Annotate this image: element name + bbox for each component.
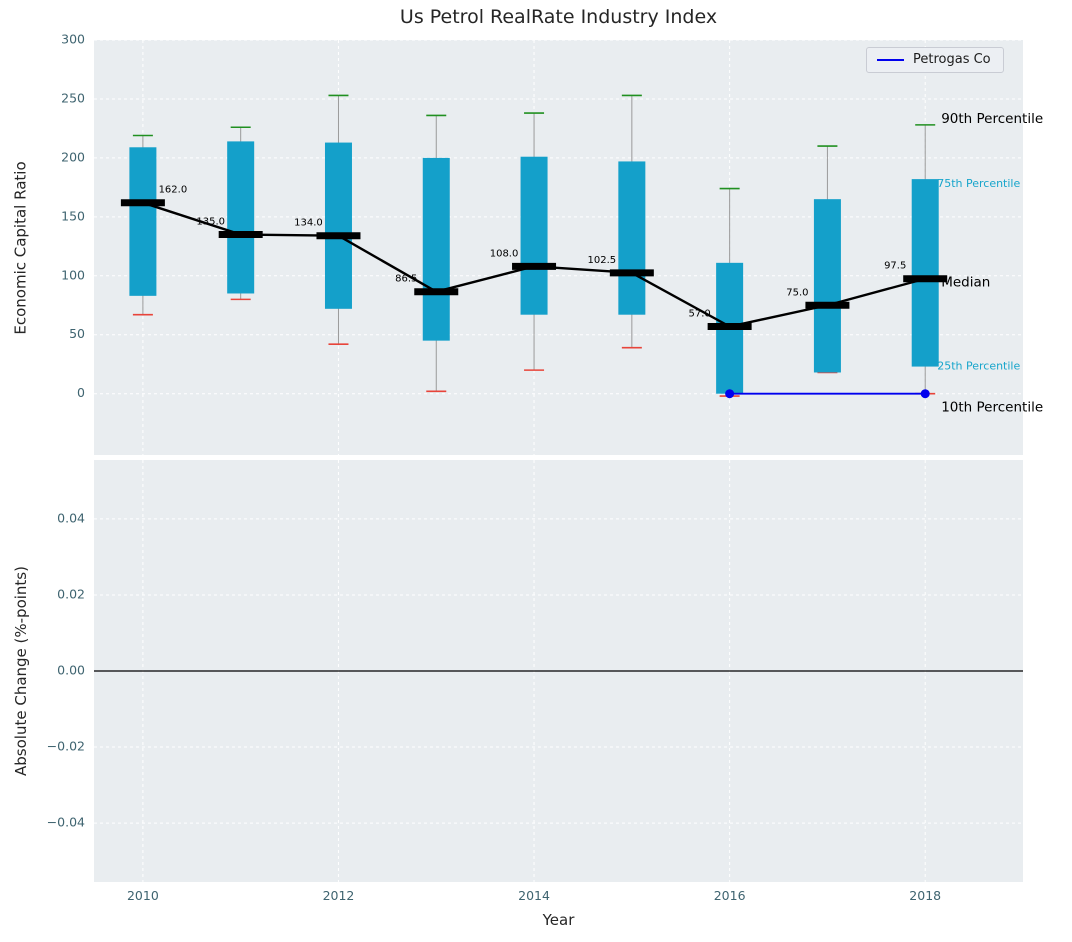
percentile-bar xyxy=(520,156,548,315)
annotation-25th-percentile: 25th Percentile xyxy=(937,360,1020,373)
median-value-label: 57.0 xyxy=(688,308,710,319)
percentile-bar xyxy=(129,147,157,296)
x-axis-label: Year xyxy=(542,911,575,929)
legend-label: Petrogas Co xyxy=(913,52,991,67)
percentile-bar xyxy=(422,157,450,341)
chart-title: Us Petrol RealRate Industry Index xyxy=(399,6,718,28)
percentile-bar xyxy=(911,179,939,367)
annotation-10th-percentile: 10th Percentile xyxy=(941,400,1043,416)
y-tick-label-top: 50 xyxy=(69,326,85,341)
median-value-label: 162.0 xyxy=(159,185,188,196)
median-value-label: 102.5 xyxy=(588,255,617,266)
percentile-bar xyxy=(324,142,352,309)
y-tick-label-top: 150 xyxy=(61,208,85,223)
x-tick-label: 2018 xyxy=(909,888,941,903)
median-value-label: 75.0 xyxy=(786,287,808,298)
y-tick-label-bottom: 0.02 xyxy=(57,586,85,601)
median-value-label: 135.0 xyxy=(196,217,225,228)
x-tick-label: 2012 xyxy=(323,888,355,903)
y-tick-label-top: 100 xyxy=(61,267,85,282)
y-tick-label-bottom: −0.02 xyxy=(47,739,85,754)
y-tick-label-bottom: 0.00 xyxy=(57,663,85,678)
overlay-marker xyxy=(725,389,735,399)
annotation-median: Median xyxy=(941,275,990,291)
median-value-label: 86.5 xyxy=(395,274,417,285)
y-tick-label-bottom: 0.04 xyxy=(57,510,85,525)
x-tick-label: 2014 xyxy=(518,888,550,903)
median-value-label: 134.0 xyxy=(294,218,323,229)
x-tick-label: 2016 xyxy=(714,888,746,903)
percentile-bar xyxy=(813,199,841,373)
median-value-label: 97.5 xyxy=(884,261,906,272)
median-value-label: 108.0 xyxy=(490,248,519,259)
y-tick-label-top: 200 xyxy=(61,149,85,164)
percentile-bar xyxy=(618,161,646,315)
y-tick-label-top: 300 xyxy=(61,32,85,47)
legend-line-icon xyxy=(877,58,904,61)
y-tick-label-top: 250 xyxy=(61,90,85,105)
legend: Petrogas Co xyxy=(866,47,1004,73)
annotation-75th-percentile: 75th Percentile xyxy=(937,177,1020,190)
y-tick-label-top: 0 xyxy=(77,385,85,400)
percentile-bar xyxy=(227,141,255,294)
y-tick-label-bottom: −0.04 xyxy=(47,815,85,830)
annotation-90th-percentile: 90th Percentile xyxy=(941,111,1043,127)
overlay-marker xyxy=(920,389,930,399)
x-tick-label: 2010 xyxy=(127,888,159,903)
